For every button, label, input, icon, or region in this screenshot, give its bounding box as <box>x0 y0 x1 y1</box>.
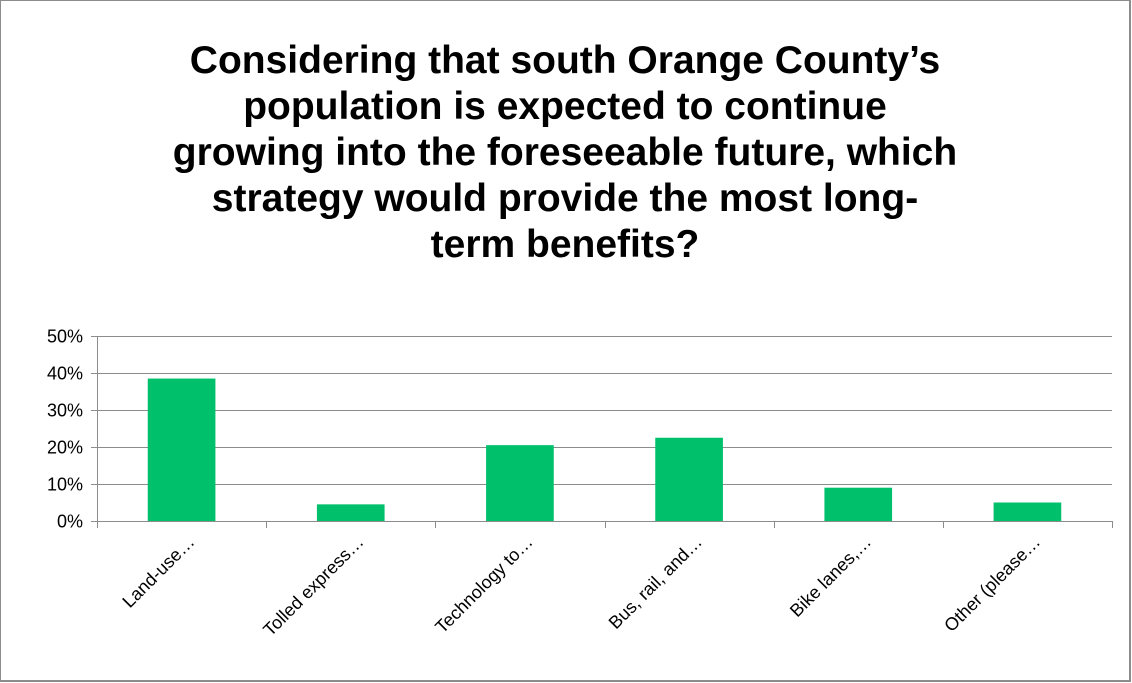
bar <box>486 445 554 521</box>
title-line: term benefits? <box>430 223 700 266</box>
title-line: strategy would provide the most long- <box>211 177 919 220</box>
title-line: population is expected to continue <box>243 85 887 128</box>
x-tick-label: Other (please… <box>940 532 1044 636</box>
x-tick-label: Bike lanes,… <box>786 532 875 621</box>
y-tick-label: 40% <box>47 364 83 384</box>
x-tick-label: Bus, rail, and… <box>605 532 706 633</box>
bar <box>147 378 216 521</box>
title-line: growing into the foreseeable future, whi… <box>172 131 958 174</box>
x-tick-label: Tolled express… <box>259 532 367 640</box>
y-tick-label: 0% <box>57 512 83 532</box>
title-line: Considering that south Orange County’s <box>189 39 941 82</box>
bar <box>993 502 1062 521</box>
x-tick-label: Technology to… <box>431 532 536 637</box>
x-tick-label: Land-use… <box>118 532 198 612</box>
y-tick-label: 20% <box>47 438 83 458</box>
bar <box>824 487 893 521</box>
chart-title: Considering that south Orange County’s p… <box>40 38 1090 268</box>
y-tick-label: 50% <box>47 327 83 347</box>
y-tick-label: 10% <box>47 475 83 495</box>
bar <box>655 437 723 521</box>
y-tick-label: 30% <box>47 401 83 421</box>
bar <box>316 504 385 521</box>
